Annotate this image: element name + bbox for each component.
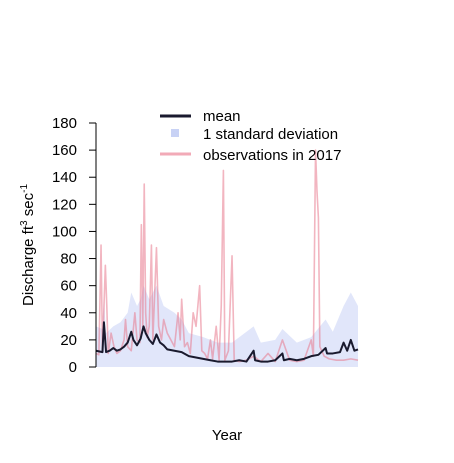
y-axis-title-main: Discharge ft: [20, 225, 37, 306]
y-tick-label: 160: [52, 142, 77, 159]
y-tick-label: 40: [60, 305, 77, 322]
std-dev-band: [96, 285, 358, 367]
legend-label-mean: mean: [203, 108, 241, 125]
y-axis-title-mid: sec: [20, 192, 37, 220]
legend-swatch-std: [171, 129, 179, 137]
legend: mean 1 standard deviation observations i…: [160, 108, 341, 164]
x-axis-title: Year: [212, 427, 242, 444]
y-tick-label: 100: [52, 223, 77, 240]
y-tick-label: 0: [69, 359, 77, 376]
y-tick-label: 20: [60, 332, 77, 349]
y-tick-label: 180: [52, 115, 77, 132]
y-axis-title-sup1: 3: [19, 220, 30, 226]
y-axis-title: Discharge ft3 sec-1: [19, 184, 37, 306]
y-tick-label: 140: [52, 169, 77, 186]
mean-line: [95, 321, 359, 363]
plot-area: [95, 149, 359, 367]
legend-label-observations: observations in 2017: [203, 147, 341, 164]
y-axis-title-sup2: -1: [19, 184, 30, 193]
y-tick-label: 120: [52, 196, 77, 213]
observations-line: [95, 149, 359, 363]
y-tick-label: 80: [60, 251, 77, 268]
y-axis: 0 20 40 60 80 100 120 140 160 180: [52, 115, 97, 376]
legend-label-std: 1 standard deviation: [203, 126, 338, 143]
y-tick-label: 60: [60, 278, 77, 295]
